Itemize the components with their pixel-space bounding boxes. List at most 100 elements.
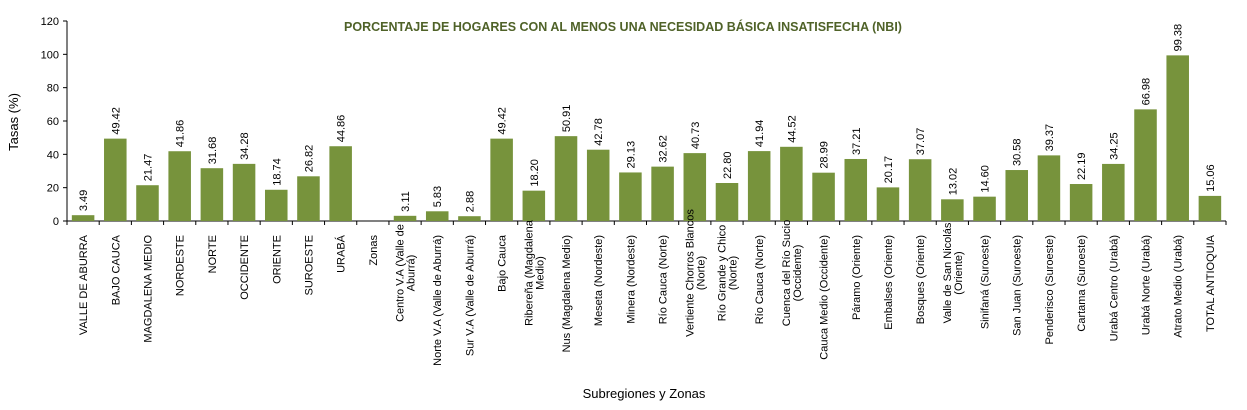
category-label: Río Grande y Chico: [716, 225, 728, 322]
category-label: Urabá Norte (Urabá): [1141, 235, 1153, 335]
data-label: 3.49: [78, 190, 90, 211]
category-label: Bajo Cauca: [497, 234, 509, 292]
plot-area: 0 20 40 60 80 100 120 3.49 VALLE DE ABURRA 49.42 B…: [41, 16, 1227, 366]
bar: [1134, 109, 1157, 221]
bar: [844, 158, 868, 221]
y-tick-label: 100: [41, 49, 59, 61]
category-label: (Oriente): [953, 251, 965, 294]
y-tick-label: 20: [47, 183, 59, 195]
category-label: San Juan (Suroeste): [1012, 235, 1024, 336]
y-tick-label: 80: [47, 83, 59, 95]
category-label: (Occidente): [792, 245, 804, 302]
data-label: 32.62: [658, 135, 670, 163]
bar: [683, 153, 707, 221]
data-label: 20.17: [883, 156, 895, 184]
category-label: Centro V.A (Valle de: [395, 224, 407, 322]
category-label: Urabá Centro (Urabá): [1108, 235, 1120, 341]
category-label: Bosques (Oriente): [915, 235, 927, 324]
y-tick-label: 0: [53, 216, 59, 228]
y-axis-label: Tasas (%): [6, 93, 21, 151]
bar: [522, 190, 546, 221]
x-axis-label: Subregiones y Zonas: [583, 386, 706, 401]
bar: [715, 183, 739, 221]
category-label: SUROESTE: [303, 235, 315, 296]
data-label: 42.78: [593, 118, 605, 146]
category-label: Meseta (Nordeste): [593, 235, 605, 326]
bar: [104, 138, 127, 221]
data-label: 5.83: [432, 186, 444, 207]
data-label: 13.02: [947, 168, 959, 196]
data-label: 21.47: [142, 154, 154, 182]
data-label: 18.74: [271, 158, 283, 186]
bar: [1069, 184, 1093, 221]
bar: [425, 211, 449, 221]
data-label: 15.06: [1205, 164, 1217, 192]
bar: [232, 163, 256, 221]
y-tick-label: 40: [47, 149, 59, 161]
category-label: Embalses (Oriente): [883, 235, 895, 330]
chart-title: PORCENTAJE DE HOGARES CON AL MENOS UNA N…: [344, 19, 902, 34]
data-label: 22.80: [722, 151, 734, 179]
bar: [747, 151, 771, 221]
bar: [908, 159, 932, 221]
data-label: 39.37: [1044, 124, 1056, 152]
data-label: 34.25: [1108, 132, 1120, 160]
bar: [264, 189, 288, 221]
bar: [780, 146, 803, 221]
data-label: 66.98: [1141, 78, 1153, 106]
bar: [1166, 55, 1189, 221]
data-label: 14.60: [980, 165, 992, 193]
data-label: 22.19: [1076, 152, 1088, 180]
bar: [168, 151, 191, 221]
bar: [297, 176, 320, 221]
category-label: Nus (Magdalena Medio): [561, 235, 573, 352]
category-label: Ribereña (Magdalena: [523, 219, 535, 326]
data-label: 41.86: [175, 120, 187, 148]
category-label: Medio): [534, 256, 546, 290]
category-label: Zonas: [368, 235, 380, 266]
category-label: OCCIDENTE: [239, 235, 251, 300]
bar: [136, 185, 159, 221]
data-label: 2.88: [464, 191, 476, 212]
category-label: URABÁ: [335, 234, 348, 273]
category-label: Penderisco (Suroeste): [1044, 235, 1056, 344]
data-label: 99.38: [1173, 24, 1185, 52]
category-label: Cuenca del Río Sucio: [781, 220, 793, 326]
data-label: 49.42: [497, 107, 509, 135]
category-label: Minera (Nordeste): [625, 235, 637, 324]
category-label: BAJO CAUCA: [110, 234, 122, 305]
category-label: Cartama (Suroeste): [1076, 235, 1088, 332]
data-label: 34.28: [239, 132, 251, 160]
data-label: 44.86: [336, 115, 348, 143]
bar: [1198, 195, 1222, 221]
bar: [393, 215, 417, 221]
category-label: ORIENTE: [271, 235, 283, 284]
category-label: TOTAL ANTIOQUIA: [1205, 234, 1217, 332]
category-label: Río Cauca (Norte): [754, 235, 766, 324]
category-label: Sinifaná (Suroeste): [980, 235, 992, 329]
bar: [941, 199, 964, 221]
bar: [458, 216, 481, 221]
bar: [586, 149, 610, 221]
bar: [812, 172, 835, 221]
bar: [876, 187, 900, 221]
category-label: Valle de San Nicolás: [942, 222, 954, 323]
data-label: 30.58: [1012, 139, 1024, 167]
data-label: 37.07: [915, 128, 927, 156]
category-label: Sur V.A (Valle de Aburrá): [464, 235, 476, 356]
data-label: 29.13: [625, 141, 637, 169]
y-tick-label: 60: [47, 116, 59, 128]
bar: [71, 215, 95, 221]
category-label: (Norte): [727, 256, 739, 290]
data-label: 49.42: [110, 107, 122, 135]
bar: [973, 196, 996, 221]
data-label: 44.52: [786, 115, 798, 143]
data-label: 31.68: [207, 137, 219, 165]
category-label: Cauca Medio (Occidente): [819, 235, 831, 360]
y-tick-label: 120: [41, 16, 59, 28]
data-label: 37.21: [851, 127, 863, 155]
category-label: Vertiente Chorros Blancos: [684, 209, 696, 337]
category-label: Norte V.A (Valle de Aburrá): [432, 235, 444, 366]
